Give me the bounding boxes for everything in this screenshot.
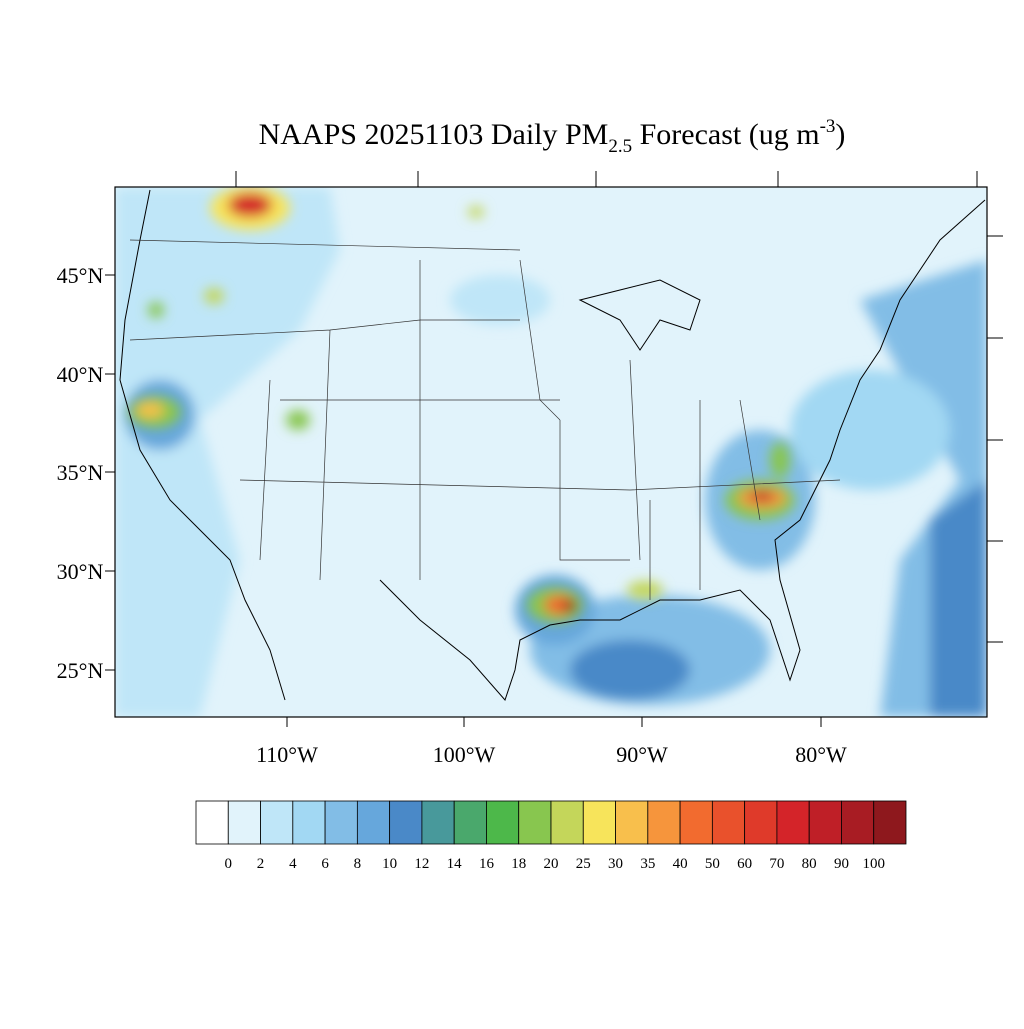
title-end: ) xyxy=(835,118,845,151)
colorbar-box xyxy=(227,800,261,845)
lat-label: 25°N xyxy=(57,658,104,683)
colorbar-label: 70 xyxy=(769,856,784,872)
colorbar-box xyxy=(679,800,713,845)
lon-label: 100°W xyxy=(433,742,496,767)
colorbar-label: 40 xyxy=(673,856,688,872)
lon-label: 80°W xyxy=(795,742,847,767)
colorbar-box xyxy=(486,800,520,845)
colorbar-label: 90 xyxy=(834,856,849,872)
colorbar-box xyxy=(453,800,487,845)
map-field xyxy=(115,187,987,717)
lon-label: 110°W xyxy=(256,742,318,767)
colorbar-box xyxy=(873,800,907,845)
colorbar-box xyxy=(711,800,746,845)
colorbar-box xyxy=(744,800,778,845)
lat-label: 40°N xyxy=(57,362,104,387)
colorbar-box xyxy=(195,800,229,845)
colorbar-label: 80 xyxy=(802,856,817,872)
colorbar-label: 10 xyxy=(382,856,397,872)
colorbar-label: 6 xyxy=(321,856,329,872)
colorbar-label: 12 xyxy=(414,856,429,872)
colorbar-box xyxy=(324,800,358,845)
colorbar-box xyxy=(776,800,810,845)
colorbar-box xyxy=(582,800,616,845)
colorbar-box xyxy=(647,800,681,845)
colorbar-box xyxy=(260,800,294,845)
colorbar-label: 0 xyxy=(225,856,233,872)
lat-label: 45°N xyxy=(57,263,104,288)
colorbar: 0 2 4 6 8 10 12 14 16 18 20 25 30 35 40 50 60 70 80 90 100 xyxy=(195,800,907,872)
title-main: NAAPS 20251103 Daily PM xyxy=(259,118,609,151)
colorbar-label: 18 xyxy=(511,856,526,872)
colorbar-box xyxy=(389,800,423,845)
colorbar-label: 8 xyxy=(354,856,362,872)
map-frame xyxy=(114,186,988,718)
colorbar-box xyxy=(292,800,326,845)
colorbar-label: 4 xyxy=(289,856,297,872)
colorbar-label: 14 xyxy=(447,856,463,872)
colorbar-label: 2 xyxy=(257,856,265,872)
colorbar-label: 20 xyxy=(544,856,559,872)
title-subscript: 2.5 xyxy=(608,136,632,157)
colorbar-box xyxy=(550,800,584,845)
colorbar-box xyxy=(808,800,842,845)
title: NAAPS 20251103 Daily PM2.5 Forecast (ug … xyxy=(259,116,846,157)
map-ticks xyxy=(105,171,1003,727)
colorbar-box xyxy=(518,800,552,845)
colorbar-label: 35 xyxy=(640,856,655,872)
lat-label: 30°N xyxy=(57,559,104,584)
title-rest: Forecast (ug m xyxy=(632,118,819,151)
colorbar-label: 60 xyxy=(737,856,752,872)
lon-label: 90°W xyxy=(616,742,668,767)
colorbar-box xyxy=(615,800,649,845)
colorbar-box xyxy=(356,800,391,845)
colorbar-box xyxy=(421,800,455,845)
colorbar-label: 30 xyxy=(608,856,623,872)
colorbar-label: 16 xyxy=(479,856,495,872)
title-superscript: -3 xyxy=(820,116,836,137)
colorbar-label: 25 xyxy=(576,856,591,872)
lat-label: 35°N xyxy=(57,460,104,485)
colorbar-label: 100 xyxy=(862,856,885,872)
colorbar-box xyxy=(841,800,875,845)
colorbar-label: 50 xyxy=(705,856,720,872)
